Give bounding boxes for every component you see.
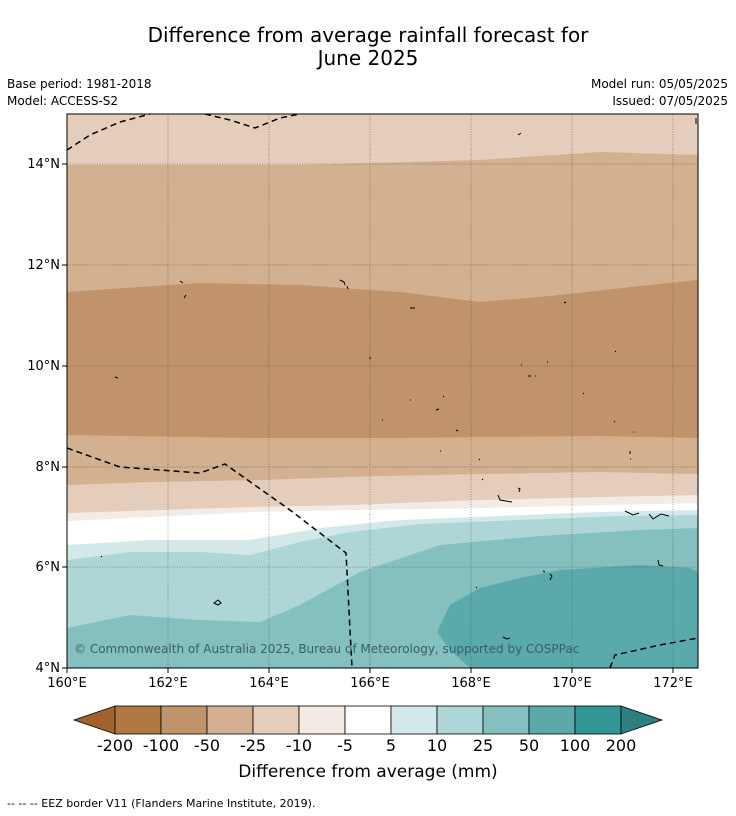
rainfall-contours bbox=[67, 114, 698, 668]
colorbar-segment-2 bbox=[160, 705, 208, 735]
colorbar-extend-high bbox=[620, 705, 664, 735]
colorbar-segment-9 bbox=[482, 705, 530, 735]
map-title-line2: June 2025 bbox=[317, 46, 419, 70]
colorbar-segment-11 bbox=[574, 705, 622, 735]
colorbar-segment-7 bbox=[390, 705, 438, 735]
colorbar-label: -200 bbox=[96, 736, 134, 755]
lat-label-4n: 4°N bbox=[36, 661, 61, 676]
lon-label-166e: 166°E bbox=[350, 676, 390, 691]
lon-label-170e: 170°E bbox=[552, 676, 592, 691]
colorbar-label: 25 bbox=[472, 736, 494, 755]
colorbar-label: -5 bbox=[337, 736, 353, 755]
colorbar-label: 50 bbox=[518, 736, 540, 755]
colorbar-label: 10 bbox=[426, 736, 448, 755]
base-period: Base period: 1981-2018 bbox=[7, 77, 152, 91]
lat-label-12n: 12°N bbox=[27, 258, 60, 273]
lon-label-172e: 172°E bbox=[653, 676, 693, 691]
colorbar-segment-4 bbox=[252, 705, 300, 735]
axis-ticks bbox=[62, 163, 674, 673]
lon-label-164e: 164°E bbox=[249, 676, 289, 691]
map-frame bbox=[66, 113, 699, 669]
colorbar-segment-5 bbox=[298, 705, 346, 735]
colorbar-segment-3 bbox=[206, 705, 254, 735]
islands bbox=[100, 118, 697, 640]
copyright-notice: © Commonwealth of Australia 2025, Bureau… bbox=[74, 642, 579, 656]
contour-band-100 bbox=[437, 565, 698, 668]
lon-label-160e: 160°E bbox=[47, 676, 87, 691]
lat-label-14n: 14°N bbox=[27, 157, 60, 172]
colorbar bbox=[72, 705, 664, 735]
graticule bbox=[67, 114, 698, 668]
colorbar-label: 5 bbox=[385, 736, 397, 755]
contour-band-south--25 bbox=[67, 472, 698, 513]
colorbar-label: -50 bbox=[193, 736, 221, 755]
lat-label-8n: 8°N bbox=[36, 460, 61, 475]
eez-border-lines bbox=[67, 114, 698, 668]
colorbar-extend-low bbox=[72, 705, 116, 735]
lat-label-10n: 10°N bbox=[27, 359, 60, 374]
colorbar-label: -100 bbox=[142, 736, 180, 755]
model-name: Model: ACCESS-S2 bbox=[7, 94, 119, 108]
lat-label-6n: 6°N bbox=[36, 560, 61, 575]
eez-footnote: -- -- -- EEZ border V11 (Flanders Marine… bbox=[7, 797, 316, 810]
contour-band--10 bbox=[67, 495, 698, 521]
issued-date: Issued: 07/05/2025 bbox=[612, 94, 728, 108]
colorbar-segment-6 bbox=[344, 705, 392, 735]
colorbar-segment-8 bbox=[436, 705, 484, 735]
contour-band--100 bbox=[67, 280, 698, 438]
map-title-line1: Difference from average rainfall forecas… bbox=[147, 23, 589, 47]
colorbar-label: 100 bbox=[559, 736, 591, 755]
model-run-date: Model run: 05/05/2025 bbox=[590, 77, 728, 91]
colorbar-title: Difference from average (mm) bbox=[238, 762, 498, 782]
lon-label-168e: 168°E bbox=[451, 676, 491, 691]
colorbar-segment-10 bbox=[528, 705, 576, 735]
colorbar-label: -25 bbox=[239, 736, 267, 755]
lon-label-162e: 162°E bbox=[148, 676, 188, 691]
colorbar-label: -10 bbox=[285, 736, 313, 755]
colorbar-label: 200 bbox=[605, 736, 637, 755]
colorbar-segment-1 bbox=[114, 705, 162, 735]
